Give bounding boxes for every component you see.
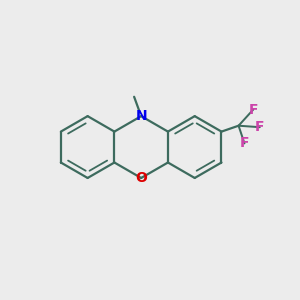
Text: N: N <box>135 109 147 123</box>
Text: F: F <box>248 103 258 116</box>
Text: F: F <box>240 136 249 150</box>
Text: F: F <box>255 120 265 134</box>
Text: O: O <box>135 171 147 185</box>
